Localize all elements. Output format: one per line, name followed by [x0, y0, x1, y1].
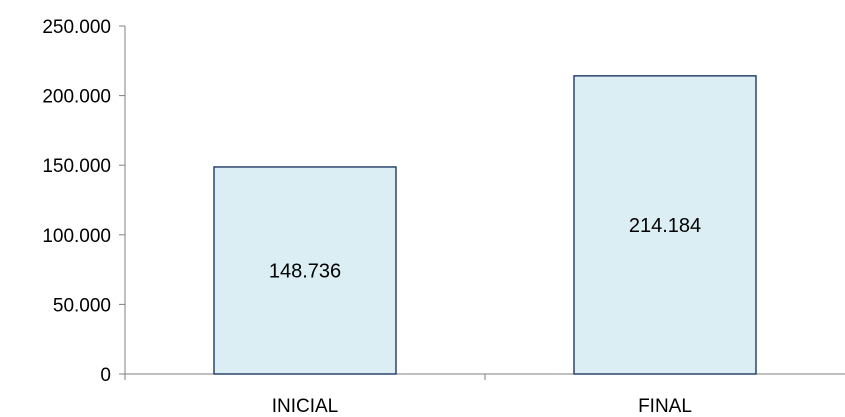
- y-tick-label: 50.000: [53, 295, 111, 316]
- bar-final: [573, 75, 757, 375]
- x-category-label: INICIAL: [272, 396, 339, 417]
- y-tick-label: 100.000: [42, 226, 111, 247]
- y-tick-label: 200.000: [42, 87, 111, 108]
- data-label-group: 148.736 214.184: [269, 215, 701, 283]
- x-tick-group: [124, 374, 486, 380]
- data-label: 148.736: [269, 260, 341, 282]
- y-tick-label: 0: [100, 365, 111, 386]
- bar-inicial: [213, 166, 397, 375]
- y-tick-label: 150.000: [42, 156, 111, 177]
- y-tick-group: 0 50.000 100.000 150.000 200.000 250.000: [42, 17, 125, 386]
- data-label: 214.184: [629, 215, 701, 237]
- y-tick-label: 250.000: [42, 17, 111, 38]
- bar-group: [213, 75, 757, 375]
- category-label-group: INICIAL FINAL: [272, 396, 692, 417]
- x-category-label: FINAL: [638, 396, 692, 417]
